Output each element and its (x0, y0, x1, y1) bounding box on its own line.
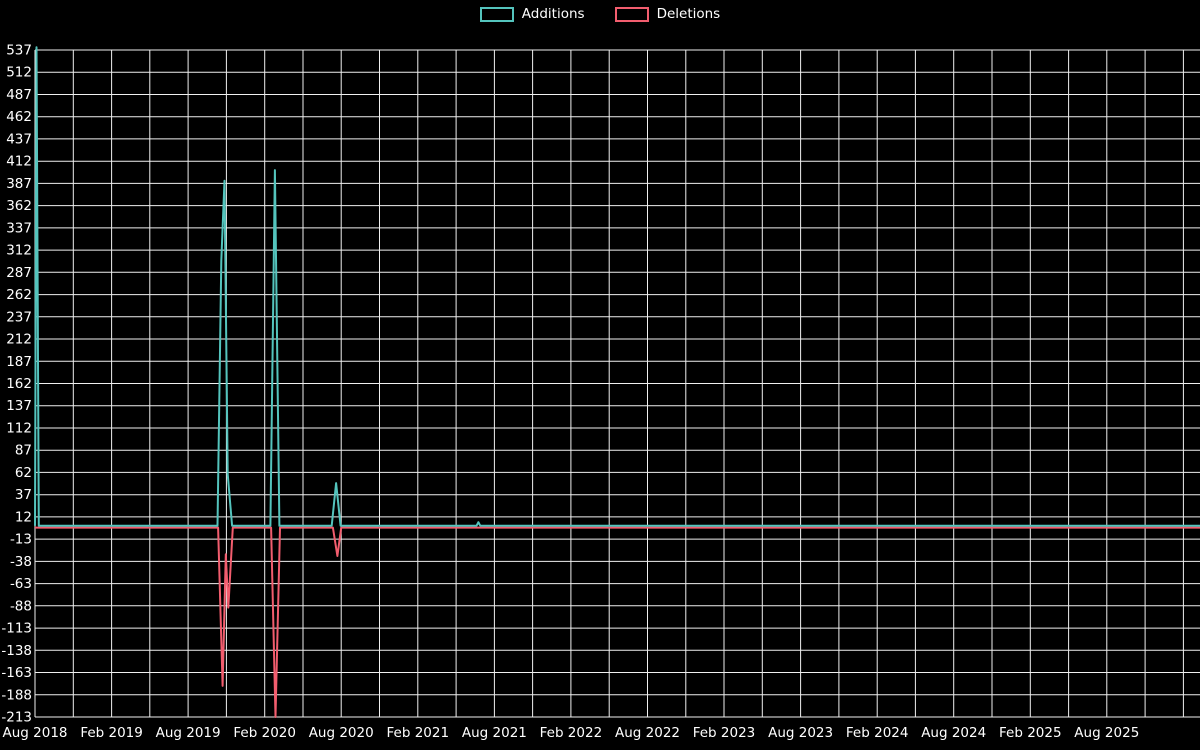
deletions-swatch-icon (614, 7, 649, 22)
y-tick-label: 12 (15, 509, 32, 525)
y-tick-label: -113 (1, 621, 32, 637)
x-tick-label: Feb 2022 (540, 725, 603, 741)
x-tick-label: Aug 2023 (768, 725, 833, 741)
y-tick-label: 187 (6, 354, 32, 370)
y-tick-label: 362 (6, 198, 32, 214)
y-tick-label: 137 (6, 398, 32, 414)
y-tick-label: 112 (6, 421, 32, 437)
x-tick-label: Feb 2024 (846, 725, 909, 741)
y-tick-label: 512 (6, 65, 32, 81)
chart-legend: Additions Deletions (0, 7, 1200, 22)
y-tick-label: -38 (10, 554, 32, 570)
x-tick-label: Aug 2024 (921, 725, 986, 741)
y-tick-label: 487 (6, 87, 32, 103)
legend-label-additions: Additions (521, 5, 585, 22)
additions-swatch-icon (479, 7, 514, 22)
y-tick-label: 337 (6, 220, 32, 236)
y-tick-label: 437 (6, 131, 32, 147)
x-tick-label: Aug 2021 (462, 725, 527, 741)
legend-item-deletions[interactable]: Deletions (614, 5, 721, 22)
y-tick-label: 312 (6, 243, 32, 259)
y-tick-label: 287 (6, 265, 32, 281)
y-tick-label: -138 (1, 643, 32, 659)
x-tick-label: Aug 2025 (1074, 725, 1139, 741)
series-additions-line (34, 46, 1200, 527)
x-tick-label: Aug 2019 (156, 725, 221, 741)
y-tick-label: -213 (1, 710, 32, 726)
y-tick-label: 62 (15, 465, 32, 481)
y-tick-label: 212 (6, 332, 32, 348)
x-tick-label: Feb 2020 (233, 725, 296, 741)
x-tick-label: Feb 2023 (693, 725, 756, 741)
legend-item-additions[interactable]: Additions (479, 5, 585, 22)
x-tick-label: Feb 2025 (999, 725, 1062, 741)
y-tick-label: 87 (15, 443, 32, 459)
x-tick-label: Aug 2020 (309, 725, 374, 741)
x-tick-label: Feb 2019 (80, 725, 143, 741)
y-tick-label: -163 (1, 665, 32, 681)
y-tick-label: 412 (6, 154, 32, 170)
y-tick-label: -88 (10, 598, 32, 614)
y-tick-label: 387 (6, 176, 32, 192)
y-tick-label: -13 (10, 532, 32, 548)
legend-label-deletions: Deletions (656, 5, 721, 22)
y-tick-label: -63 (10, 576, 32, 592)
y-tick-label: 262 (6, 287, 32, 303)
y-tick-label: 462 (6, 109, 32, 125)
y-tick-label: -188 (1, 687, 32, 703)
y-tick-label: 537 (6, 43, 32, 59)
x-tick-label: Aug 2022 (615, 725, 680, 741)
y-tick-label: 237 (6, 309, 32, 325)
y-tick-label: 37 (15, 487, 32, 503)
x-tick-label: Aug 2018 (2, 725, 67, 741)
y-tick-label: 162 (6, 376, 32, 392)
series-deletions-line (35, 526, 1200, 718)
x-tick-label: Feb 2021 (387, 725, 450, 741)
